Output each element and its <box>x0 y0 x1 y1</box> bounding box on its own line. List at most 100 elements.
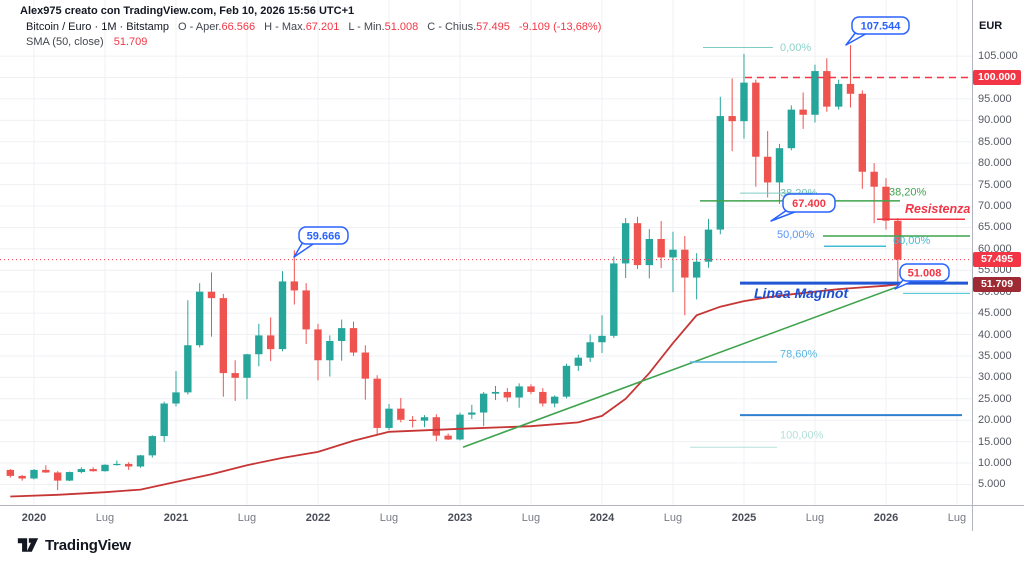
price-axis[interactable]: EUR 105.000 100.000 95.000 90.000 85.000 80.0… <box>973 0 1024 533</box>
candle-body <box>136 455 145 467</box>
tradingview-logo-text: TradingView <box>45 536 131 554</box>
open-value: 66.566 <box>221 21 256 33</box>
candle-body <box>870 171 878 187</box>
candle-body <box>219 298 228 374</box>
price-tick-label: 65.000 <box>978 221 1012 234</box>
close-value: 57.495 <box>476 21 510 33</box>
price-tick-label: 25.000 <box>978 392 1012 405</box>
price-tick-label: 90.000 <box>978 114 1012 127</box>
candle-body <box>243 354 251 378</box>
callout-text: 107.544 <box>861 21 902 33</box>
candle-body <box>113 463 121 466</box>
fib-label: 78,60% <box>780 348 818 360</box>
candlestick-series[interactable] <box>6 45 902 491</box>
callout-box <box>899 263 950 282</box>
legend-open: O - Aper.66.566 <box>178 21 255 33</box>
candle-body <box>420 417 429 421</box>
price-tick-label: 70.000 <box>978 200 1012 213</box>
candle-body <box>539 391 547 404</box>
price-tag: 57.495 <box>973 252 1021 268</box>
candle-body <box>633 223 642 266</box>
candle-body <box>846 83 855 94</box>
price-callout[interactable]: 107.544 <box>845 16 910 46</box>
candle-body <box>53 472 62 481</box>
candle-body <box>195 291 204 346</box>
candle-body <box>42 469 50 473</box>
chart-attribution: Alex975 creato con TradingView.com, Feb … <box>20 5 355 17</box>
price-tick-label: 40.000 <box>978 328 1012 341</box>
resistenza-annotation[interactable]: Resistenza <box>905 202 971 216</box>
candle-body <box>621 223 630 264</box>
price-tag: 100.000 <box>973 70 1021 85</box>
legend-ohlc-row[interactable]: Bitcoin / Euro · 1M · Bitstamp O - Aper.… <box>20 21 601 33</box>
candle-body <box>65 472 74 481</box>
candle-body <box>77 469 86 473</box>
price-tick-label: 85.000 <box>978 135 1012 148</box>
price-callouts: 107.544 59.666 67.400 51.008 <box>293 16 950 290</box>
time-tick-label: 2021 <box>163 512 189 524</box>
time-axis[interactable]: 2020 Lug 2021 Lug 2022 Lug 2023 Lug 2024 Lug 2025 L… <box>0 506 1024 533</box>
time-tick-label: Lug <box>379 512 399 524</box>
time-tick-label: Lug <box>237 512 257 524</box>
candle-body <box>515 386 523 398</box>
candle-body <box>503 391 512 398</box>
candle-body <box>302 290 310 330</box>
candle-body <box>184 345 192 393</box>
candle-body <box>491 391 500 394</box>
candle-body <box>752 82 760 157</box>
symbol-title[interactable]: Bitcoin / Euro · 1M · Bitstamp <box>26 21 170 33</box>
price-tick-label: 35.000 <box>978 349 1012 362</box>
price-callout[interactable]: 67.400 <box>770 193 836 222</box>
callout-text: 59.666 <box>307 231 341 243</box>
price-tick-label: 55.000 <box>978 264 1012 277</box>
price-tick-label: 95.000 <box>978 92 1012 105</box>
candle-body <box>101 464 109 472</box>
price-tick-label: 20.000 <box>978 414 1012 427</box>
time-tick-label: 2020 <box>21 512 47 524</box>
candle-body <box>763 156 772 183</box>
legend-sma-row[interactable]: SMA (50, close) 51.709 <box>20 36 601 48</box>
candle-body <box>337 328 346 341</box>
fib-label: 60,00% <box>893 235 931 247</box>
price-tick-label: 60.000 <box>978 242 1012 255</box>
price-callout[interactable]: 51.008 <box>894 263 950 290</box>
candle-body <box>207 291 216 299</box>
candle-body <box>834 83 843 107</box>
axis-separator-horizontal <box>0 505 1024 506</box>
candle-body <box>858 93 867 172</box>
candle-body <box>645 239 654 266</box>
fib-label: 50,00% <box>777 229 815 241</box>
legend-high: H - Max.67.201 <box>264 21 339 33</box>
currency-label: EUR <box>979 20 1003 32</box>
close-label: C - Chius. <box>427 21 477 33</box>
candle-body <box>385 408 393 428</box>
time-tick-label: Lug <box>663 512 683 524</box>
time-tick-label: Lug <box>521 512 541 524</box>
time-tick-label: 2026 <box>873 512 899 524</box>
candle-body <box>728 116 736 122</box>
legend-low: L - Min.51.008 <box>348 21 418 33</box>
support-trendline[interactable] <box>462 286 898 448</box>
legend-close: C - Chius.57.495 <box>427 21 510 33</box>
candle-body <box>527 386 535 392</box>
tradingview-logo[interactable]: TradingView <box>17 536 131 554</box>
candle-body <box>444 435 452 440</box>
candle-body <box>231 373 239 378</box>
candle-body <box>278 281 287 350</box>
candle-body <box>456 414 464 440</box>
linea-maginot-annotation[interactable]: Linea Maginot <box>754 285 849 301</box>
high-value: 67.201 <box>305 21 340 33</box>
fib-label: 0,00% <box>780 42 811 54</box>
candle-body <box>787 109 796 149</box>
price-tick-label: 80.000 <box>978 157 1012 170</box>
candle-body <box>266 335 275 350</box>
candle-body <box>6 469 15 476</box>
sma-line[interactable] <box>10 283 898 498</box>
candle-body <box>361 352 370 379</box>
time-tick-label: Lug <box>805 512 825 524</box>
price-callout[interactable]: 59.666 <box>293 226 349 258</box>
price-tick-label: 15.000 <box>978 435 1012 448</box>
price-tick-label: 10.000 <box>978 457 1012 470</box>
